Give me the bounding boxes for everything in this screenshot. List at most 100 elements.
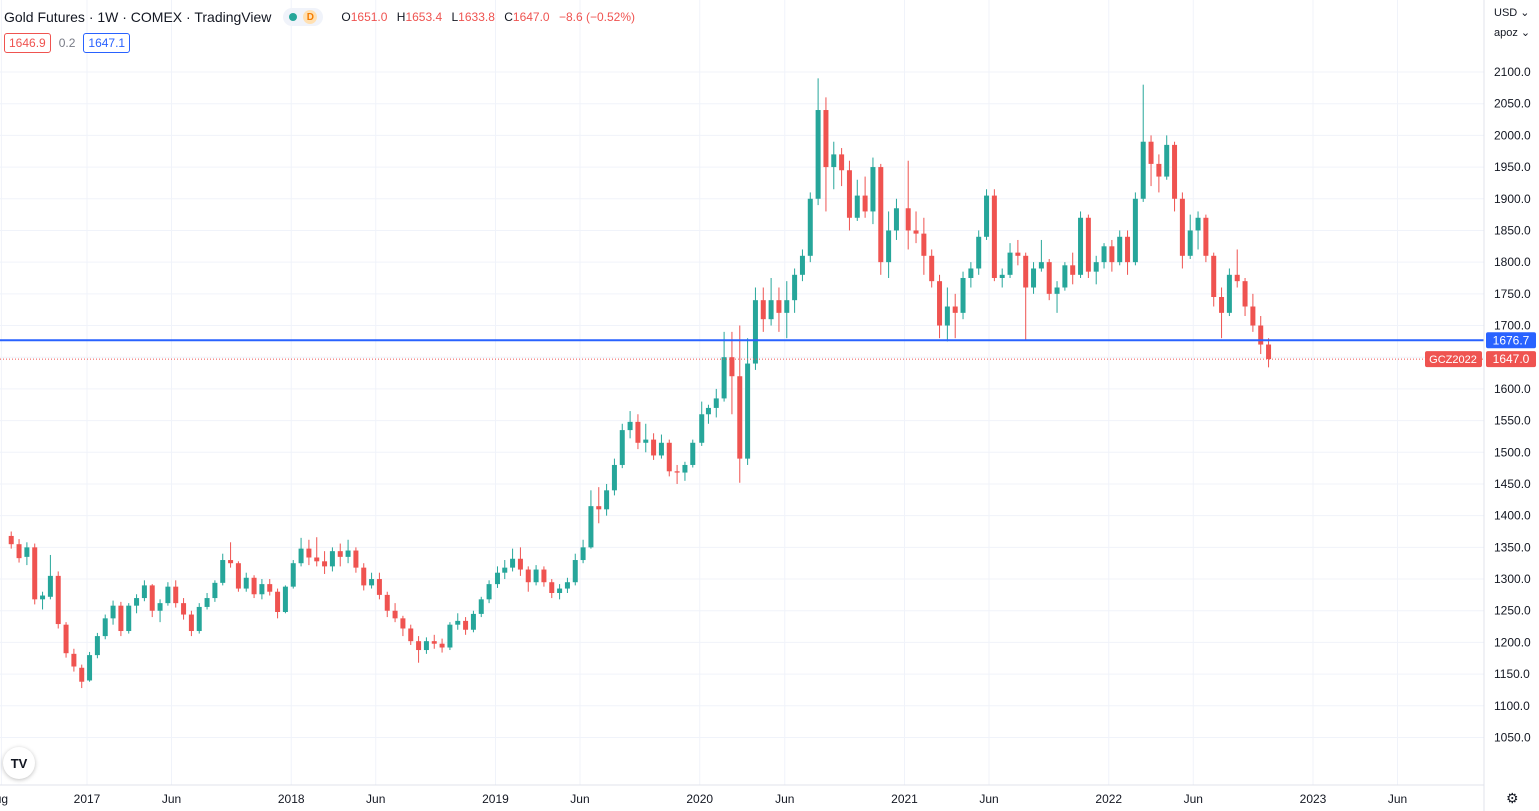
- time-tick-label: 2019: [482, 792, 509, 806]
- candle-body: [1187, 230, 1193, 256]
- candle-body: [24, 547, 30, 557]
- candle-body: [944, 306, 950, 326]
- candle-body: [470, 613, 476, 630]
- candle-down: [322, 551, 328, 574]
- candle-down: [929, 249, 935, 288]
- candle-down: [862, 176, 868, 218]
- candle-up: [478, 596, 484, 618]
- time-axis[interactable]: ug 2017 Jun 2018 Jun 2019 Jun 2020 Jun 2021 Jun 202…: [0, 792, 1407, 806]
- buy-price-button[interactable]: 1647.1: [83, 33, 131, 53]
- candle-body: [1007, 252, 1013, 275]
- candle-body: [862, 195, 868, 212]
- candle-body: [666, 442, 672, 472]
- scale-selector[interactable]: apoz ⌄: [1494, 26, 1530, 40]
- candle-body: [878, 167, 884, 263]
- candle-body: [416, 641, 422, 651]
- candle-up: [126, 603, 132, 634]
- price-tick-label: 1200.0: [1494, 635, 1531, 649]
- currency-selector[interactable]: USD ⌄: [1494, 6, 1529, 20]
- price-tick-label: 1750.0: [1494, 287, 1531, 301]
- sell-price-button[interactable]: 1646.9: [4, 33, 51, 53]
- candle-body: [893, 208, 899, 231]
- candle-body: [494, 572, 500, 585]
- time-tick-label: Jun: [775, 792, 794, 806]
- candle-down: [823, 97, 829, 212]
- candle-down: [337, 543, 343, 567]
- candle-down: [79, 664, 85, 689]
- candle-up: [682, 461, 688, 481]
- candle-up: [110, 600, 116, 625]
- candle-down: [905, 160, 911, 250]
- candle-down: [439, 638, 445, 653]
- candle-up: [141, 580, 147, 602]
- candle-down: [937, 274, 943, 339]
- trade-prices: 1646.9 0.2 1647.1: [4, 33, 131, 53]
- candle-down: [729, 331, 735, 415]
- candle-body: [1250, 306, 1256, 326]
- gear-icon[interactable]: ⚙: [1506, 790, 1519, 806]
- candle-body: [337, 551, 343, 557]
- candle-body: [1132, 198, 1138, 263]
- candle-body: [807, 198, 813, 256]
- candle-down: [596, 487, 602, 524]
- candle-up: [1078, 211, 1084, 278]
- candle-body: [690, 442, 696, 465]
- candle-body: [478, 599, 484, 614]
- candle-body: [635, 421, 641, 443]
- candle-down: [517, 547, 523, 576]
- candle-body: [525, 569, 531, 583]
- candle-body: [118, 605, 124, 632]
- candle-down: [1179, 192, 1185, 269]
- ohlc-close-value: 1647.0: [512, 10, 550, 24]
- candle-body: [1078, 217, 1084, 275]
- candle-up: [705, 404, 711, 424]
- time-tick-label: 2017: [74, 792, 101, 806]
- candle-down: [1266, 338, 1272, 368]
- candle-up: [784, 281, 790, 339]
- candle-body: [181, 603, 187, 615]
- candle-body: [721, 357, 727, 399]
- candle-down: [1234, 249, 1240, 288]
- price-axis[interactable]: 1050.0 1100.0 1150.0 1200.0 1250.0 1300.0 1350…: [1494, 65, 1531, 745]
- candle-body: [8, 535, 14, 545]
- price-tick-label: 1250.0: [1494, 604, 1531, 618]
- candle-up: [165, 582, 171, 606]
- candle-up: [1101, 243, 1107, 269]
- candle-body: [173, 586, 179, 604]
- candle-body: [1195, 217, 1201, 231]
- time-tick-label: ug: [0, 792, 8, 806]
- ohlc-close-label: C: [504, 10, 513, 24]
- candle-up: [157, 599, 163, 623]
- candle-down: [251, 575, 257, 599]
- candle-body: [165, 586, 171, 604]
- horizontal-line-layer[interactable]: [0, 339, 1484, 360]
- candle-down: [635, 414, 641, 450]
- ohlc-open-value: 1651.0: [350, 10, 388, 24]
- candle-up: [658, 434, 664, 459]
- candle-body: [960, 277, 966, 313]
- candle-body: [392, 610, 398, 619]
- candle-body: [1179, 198, 1185, 256]
- candle-up: [134, 594, 140, 614]
- time-tick-label: Jun: [570, 792, 589, 806]
- chart-title[interactable]: Gold Futures · 1W · COMEX · TradingView: [4, 9, 272, 25]
- candle-down: [737, 325, 743, 483]
- candle-body: [408, 628, 414, 642]
- candle-down: [1203, 214, 1209, 263]
- market-status-pill[interactable]: D: [283, 8, 324, 26]
- price-tick-label: 1700.0: [1494, 319, 1531, 333]
- last-price-tag: [1486, 351, 1536, 368]
- candle-down: [275, 588, 281, 619]
- candle-down: [408, 624, 414, 645]
- time-tick-label: 2018: [278, 792, 305, 806]
- candle-up: [220, 553, 226, 586]
- candle-body: [1266, 344, 1272, 360]
- candle-body: [102, 618, 108, 637]
- tradingview-logo-icon[interactable]: TV: [3, 747, 35, 779]
- candle-body: [760, 300, 766, 320]
- candle-up: [282, 585, 288, 614]
- candle-body: [1211, 255, 1217, 298]
- candle-body: [674, 471, 680, 473]
- candle-body: [580, 547, 586, 561]
